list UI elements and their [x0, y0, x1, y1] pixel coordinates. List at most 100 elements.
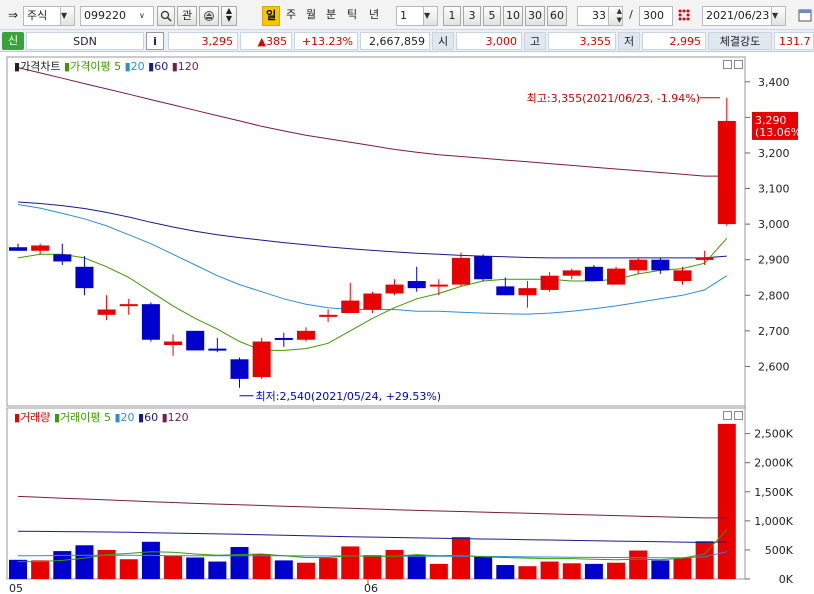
candle	[186, 330, 205, 351]
price-tick-label: 2,600	[758, 360, 790, 373]
up-down-stepper[interactable]: ▲ ▼	[221, 6, 237, 26]
tab-period-month[interactable]: 월	[305, 8, 317, 21]
tab-period-year[interactable]: 년	[368, 8, 380, 21]
menu-icon[interactable]: ⇒	[7, 8, 19, 22]
count-total-field[interactable]: 300	[639, 6, 673, 26]
stock-code-input[interactable]: 099220 ∨	[80, 6, 154, 26]
candle	[629, 257, 648, 274]
candle	[31, 243, 50, 255]
last-price-badge	[752, 111, 798, 140]
volume-bar	[186, 557, 205, 579]
candle-body	[607, 268, 626, 285]
calendar-icon[interactable]	[796, 6, 814, 26]
candle	[53, 243, 72, 266]
grid-icon[interactable]	[675, 6, 693, 26]
candle	[75, 256, 94, 296]
settings-icon[interactable]	[199, 6, 219, 26]
candle-body	[319, 314, 338, 317]
chevron-down-icon: ▼	[771, 7, 785, 25]
price-ma20-label: 20	[130, 60, 145, 73]
chart-area[interactable]: 최고:3,355(2021/06/23, -1.94%) 최저:2,540(202…	[0, 52, 814, 594]
candle-body	[341, 300, 360, 314]
volume-bar	[584, 563, 603, 579]
tab-period-week[interactable]: 주	[285, 8, 297, 21]
chevron-down-icon: ∨	[139, 7, 153, 25]
tab-period-day[interactable]: 일	[262, 6, 280, 26]
candle	[651, 257, 670, 274]
open-price: 3,000	[456, 32, 522, 50]
tab-period-minute[interactable]: 분	[325, 8, 337, 21]
legend-marker-icon: ▮	[14, 60, 21, 73]
candle-body	[452, 257, 470, 285]
volume-bar	[607, 562, 626, 579]
interval-select[interactable]: 1 ▼	[396, 6, 438, 26]
volume-bar	[341, 546, 360, 579]
count-input[interactable]: 33 ▲ ▼	[577, 6, 623, 26]
candle	[141, 302, 160, 342]
candle	[363, 291, 382, 314]
volume-bar	[53, 551, 72, 579]
interval-1-button[interactable]: 1	[443, 6, 461, 26]
interval-5-button[interactable]: 5	[483, 6, 501, 26]
volume-bar	[385, 549, 404, 579]
count-value: 33	[592, 9, 606, 22]
info-button[interactable]: i	[146, 32, 164, 50]
legend-marker-icon: ▮	[14, 411, 21, 424]
interval-30-button[interactable]: 30	[525, 6, 545, 26]
volume-tick-label: 2,500K	[754, 428, 793, 441]
candle-body	[208, 348, 227, 351]
candle-body	[474, 256, 493, 280]
date-picker[interactable]: 2021/06/23 ▼	[702, 6, 786, 26]
volume-bar	[496, 565, 515, 579]
search-icon[interactable]	[157, 6, 175, 26]
candle	[296, 327, 315, 342]
volume-ma120-line	[17, 495, 727, 519]
price-legend: ▮가격차트 ▮가격이평 5 ▮20 ▮60 ▮120	[14, 60, 199, 74]
candle-body	[629, 259, 648, 271]
candle-body	[252, 341, 271, 378]
tab-period-tick[interactable]: 틱	[346, 8, 358, 21]
last-price-pct-label: (13.06%)	[755, 126, 806, 139]
candle-body	[164, 341, 183, 346]
interval-60-button[interactable]: 60	[547, 6, 567, 26]
trade-volume: 2,667,859	[360, 32, 430, 50]
candle	[274, 332, 293, 347]
last-price-label: 3,290	[755, 114, 787, 127]
minimize-pane-icon[interactable]	[723, 411, 732, 420]
price-legend-title: 가격차트	[20, 60, 61, 73]
close-pane-icon[interactable]	[734, 411, 743, 420]
legend-marker-icon: ▮	[138, 411, 145, 424]
interval-10-button[interactable]: 10	[503, 6, 523, 26]
interval-3-button[interactable]: 3	[463, 6, 481, 26]
candle	[607, 266, 626, 285]
minimize-pane-icon[interactable]	[723, 60, 732, 69]
market-select[interactable]: 주식 ▼	[23, 6, 75, 26]
volume-ma60-line	[17, 530, 727, 544]
interest-button[interactable]: 관	[177, 6, 197, 26]
candle-body	[296, 330, 315, 340]
price-ma120-label: 120	[177, 60, 199, 73]
close-pane-icon[interactable]	[734, 60, 743, 69]
candle	[518, 281, 537, 308]
volume-bar	[230, 547, 249, 579]
chevron-down-icon: ▼	[60, 7, 74, 25]
candle	[695, 250, 714, 266]
candle-body	[75, 266, 94, 289]
low-price: 2,995	[642, 32, 706, 50]
volume-bar	[540, 561, 559, 579]
volume-bar	[97, 549, 116, 579]
chart-toolbar: ⇒ 주식 ▼ 099220 ∨ 관 ▲ ▼ 일 주 월 분 틱 년 1 ▼ 1 3…	[0, 0, 814, 30]
candle-body	[651, 259, 670, 271]
volume-ma5-line	[18, 529, 728, 563]
candle-body	[540, 275, 559, 290]
volume-bar	[31, 560, 50, 579]
candle-body	[429, 284, 448, 287]
candle	[97, 295, 116, 321]
price-tick-label: 2,800	[758, 289, 790, 302]
volume-bar	[562, 563, 581, 579]
candle	[496, 277, 515, 296]
price-tick-label: 3,100	[758, 183, 790, 196]
count-stepper[interactable]: ▲ ▼	[608, 7, 622, 25]
candle-body	[562, 270, 581, 276]
price-volume-chart[interactable]: 최고:3,355(2021/06/23, -1.94%) 최저:2,540(202…	[0, 52, 814, 594]
